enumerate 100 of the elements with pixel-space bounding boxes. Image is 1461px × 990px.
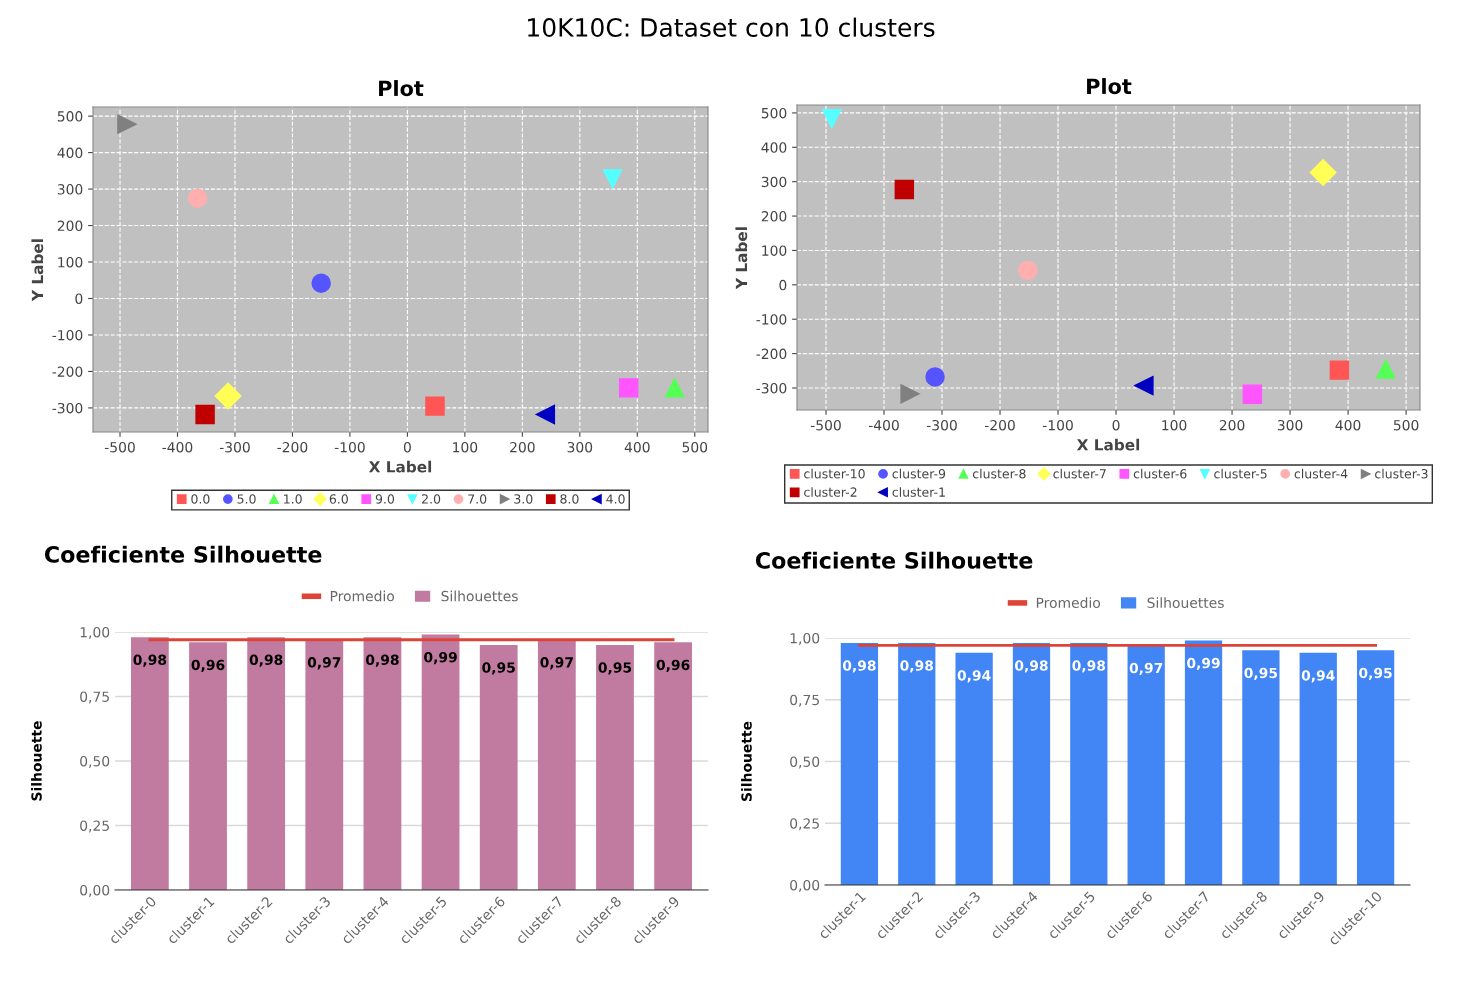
x-tick-label: 500 bbox=[1393, 419, 1419, 431]
data-label: 0,98 bbox=[133, 654, 167, 667]
y-tick-label: 0,50 bbox=[80, 755, 110, 768]
data-label: 0,97 bbox=[307, 657, 341, 670]
point bbox=[214, 382, 242, 410]
point bbox=[1329, 360, 1350, 380]
x-tick-label: -200 bbox=[277, 441, 308, 453]
data-label: 0,97 bbox=[1129, 662, 1163, 676]
data-label: 0,96 bbox=[656, 659, 690, 672]
point bbox=[311, 273, 331, 293]
y-axis-title: Silhouette bbox=[31, 721, 42, 801]
legend-label: 0.0 bbox=[191, 494, 210, 504]
chart-title: Coeficiente Silhouette bbox=[755, 551, 1033, 569]
x-tick-label: -100 bbox=[334, 441, 365, 453]
y-tick-label: 1,00 bbox=[790, 632, 820, 645]
point bbox=[117, 114, 137, 134]
x-tick-label: -500 bbox=[810, 419, 841, 431]
x-axis-title: X Label bbox=[1076, 438, 1140, 451]
y-axis-title: Y Label bbox=[735, 227, 748, 290]
legend-label: cluster-1 bbox=[892, 487, 945, 497]
legend-label: cluster-10 bbox=[804, 468, 865, 479]
y-tick-label: -200 bbox=[52, 366, 83, 377]
y-tick-label: 0,00 bbox=[790, 879, 820, 892]
y-tick-label: 0,25 bbox=[80, 820, 109, 833]
legend-label: cluster-8 bbox=[972, 468, 1026, 479]
point bbox=[1018, 260, 1038, 281]
x-tick-label: 100 bbox=[453, 441, 478, 453]
y-tick-label: 400 bbox=[761, 142, 787, 153]
x-tick-label: -300 bbox=[926, 419, 957, 431]
legend-label: cluster-3 bbox=[1375, 468, 1428, 479]
y-tick-label: 500 bbox=[761, 107, 787, 119]
point bbox=[618, 378, 639, 398]
chart-title: Coeficiente Silhouette bbox=[44, 545, 322, 563]
legend-label: cluster-6 bbox=[1133, 468, 1187, 479]
y-tick-label: 0,75 bbox=[790, 694, 819, 707]
y-tick-label: 100 bbox=[762, 245, 787, 256]
y-tick-label: -300 bbox=[756, 382, 787, 394]
x-tick-label: 400 bbox=[1335, 419, 1361, 431]
y-tick-label: 200 bbox=[761, 211, 787, 222]
point bbox=[187, 188, 208, 208]
legend-label: Promedio bbox=[1036, 597, 1101, 608]
text: 10K10C: Dataset con 10 clusters bbox=[528, 17, 935, 37]
x-tick-label: -500 bbox=[104, 441, 135, 453]
point bbox=[925, 367, 945, 387]
x-tick-label: -100 bbox=[1042, 419, 1073, 431]
x-tick-label: 500 bbox=[682, 441, 708, 453]
legend-label: 4.0 bbox=[606, 494, 625, 504]
legend-label: 5.0 bbox=[237, 494, 256, 504]
data-label: 0,95 bbox=[598, 662, 632, 675]
data-label: 0,98 bbox=[900, 660, 934, 673]
point bbox=[1134, 375, 1154, 396]
x-tick-label: 200 bbox=[1219, 419, 1245, 431]
x-tick-label: 100 bbox=[1162, 419, 1187, 431]
chart-title: Plot bbox=[1087, 78, 1132, 95]
data-label: 0,98 bbox=[1072, 660, 1106, 673]
point bbox=[425, 396, 445, 416]
y-tick-label: 300 bbox=[57, 184, 83, 195]
x-tick-label: 300 bbox=[1277, 419, 1303, 431]
y-axis-title: Y Label bbox=[31, 239, 44, 302]
legend-label: cluster-4 bbox=[1294, 468, 1348, 479]
x-tick-label: 0 bbox=[403, 441, 411, 453]
y-tick-label: 0,00 bbox=[80, 884, 110, 897]
y-axis-title: Silhouette bbox=[741, 721, 752, 801]
x-tick-label: 400 bbox=[624, 441, 650, 453]
y-tick-label: 500 bbox=[57, 111, 83, 122]
x-tick-label: -300 bbox=[219, 441, 250, 453]
y-tick-label: -100 bbox=[52, 329, 83, 341]
data-label: 0,98 bbox=[249, 654, 283, 667]
data-label: 0,95 bbox=[1244, 667, 1278, 680]
y-tick-label: 0,75 bbox=[80, 691, 109, 704]
legend-label: 7.0 bbox=[468, 494, 487, 504]
legend-label: Silhouettes bbox=[1147, 597, 1224, 608]
point bbox=[1242, 384, 1263, 404]
legend-label: 3.0 bbox=[514, 494, 533, 504]
y-tick-label: -300 bbox=[52, 402, 83, 414]
data-label: 0,95 bbox=[1359, 667, 1392, 680]
data-label: 0,98 bbox=[1015, 660, 1048, 673]
data-label: 0,99 bbox=[424, 651, 457, 665]
point bbox=[900, 384, 920, 404]
point bbox=[1309, 158, 1337, 186]
chart-title: Plot bbox=[379, 80, 424, 97]
x-tick-label: -200 bbox=[984, 419, 1015, 431]
point bbox=[602, 169, 623, 189]
y-tick-label: 200 bbox=[57, 220, 83, 232]
y-tick-label: 300 bbox=[761, 176, 787, 188]
legend-label: 1.0 bbox=[284, 494, 302, 504]
point bbox=[664, 378, 685, 398]
data-label: 0,96 bbox=[191, 659, 225, 672]
legend-label: cluster-5 bbox=[1214, 468, 1267, 479]
legend-label: 6.0 bbox=[329, 494, 348, 504]
legend-label: cluster-2 bbox=[804, 487, 857, 497]
legend-label: Promedio bbox=[330, 590, 395, 602]
point bbox=[822, 109, 842, 129]
x-tick-label: 0 bbox=[1112, 419, 1120, 431]
point bbox=[1376, 359, 1396, 379]
data-label: 0,97 bbox=[540, 657, 573, 670]
y-tick-label: -100 bbox=[756, 314, 787, 325]
y-tick-label: 400 bbox=[57, 147, 83, 159]
x-tick-label: 200 bbox=[510, 441, 535, 453]
data-label: 0,94 bbox=[957, 670, 991, 683]
